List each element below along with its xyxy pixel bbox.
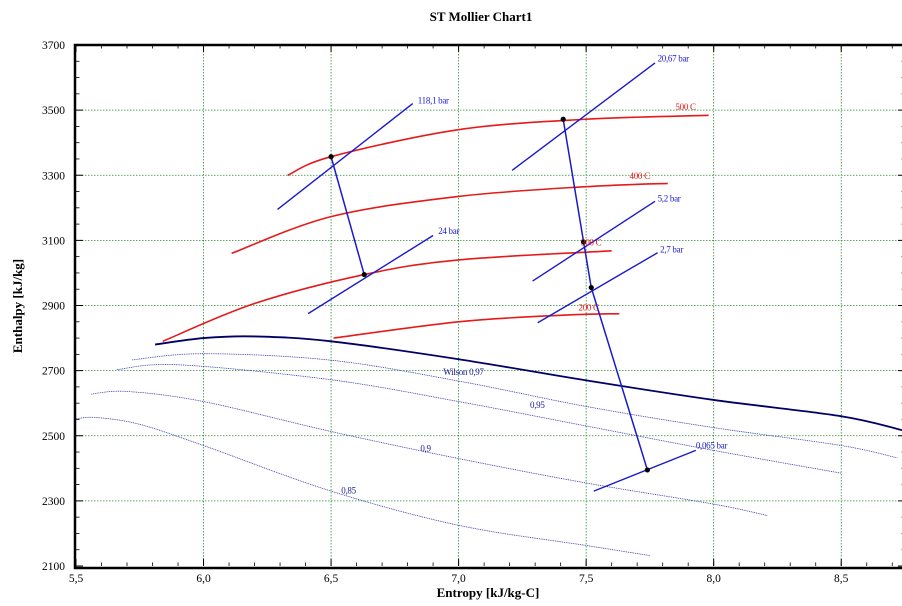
y-tick-label: 3100 [42,235,65,247]
isobar-label-20-67-bar: 20,67 bar [658,53,690,63]
isobar-0-065-bar [593,449,697,492]
isobar-label-24-bar: 24 bar [438,226,459,236]
quality-line-wilson-0-97 [132,353,898,459]
y-tick-label: 3300 [42,170,65,182]
process-path [330,119,649,471]
state-point [560,116,566,122]
y-tick-label: 3700 [42,40,65,52]
quality-line-0-95 [116,364,842,474]
quality-line-0-85 [75,416,650,556]
y-tick-label: 3500 [42,105,65,117]
state-point [581,239,587,245]
isotherm-label-300-c: 300 C [581,237,602,247]
isobar-2-7-bar [537,252,658,324]
chart-title: ST Mollier Chart1 [430,9,533,24]
x-axis-label: Entropy [kJ/kg-C] [437,585,540,600]
isobar-5-2-bar [532,200,656,282]
isobars [277,62,697,492]
quality-line-0-9 [91,390,768,516]
isobar-20-67-bar [511,62,656,171]
x-tick-label: 7,5 [579,573,594,585]
isotherm-200-c [333,312,620,339]
x-tick-label: 6,5 [324,573,339,585]
y-axis-label: Enthalpy [kJ/kg] [10,259,25,353]
x-tick-label: 8,5 [834,573,849,585]
x-tick-labels: 5,5 6,0 6,5 7,0 7,5 8,0 8,5 [69,573,849,585]
isobar-label-2-7-bar: 2,7 bar [660,245,683,255]
state-point [328,154,334,160]
plot-frame [73,43,902,570]
x-tick-label: 5,5 [69,573,84,585]
saturation-curve [154,335,902,432]
state-point [361,271,367,278]
isobar-label-118-1-bar: 118,1 bar [418,96,449,106]
quality-label-0-9: 0,9 [420,443,431,453]
isotherm-label-200-c: 200 C [579,302,600,312]
process-segment-hp [330,156,365,275]
isotherms [162,114,709,343]
isobar-118-1-bar [277,103,414,210]
y-tick-label: 2500 [42,431,65,443]
quality-lines [75,353,898,556]
quality-label-wilson-0-97: Wilson 0,97 [443,367,484,377]
isotherm-500-c [287,114,709,176]
y-tick-label: 2700 [42,366,65,378]
saturation-line [154,335,902,432]
y-tick-label: 2900 [42,301,65,313]
grid [76,45,902,566]
curve-labels: Wilson 0,97 0,95 0,9 0,85 500 C 400 C 300 C 200… [341,53,727,495]
isobar-label-5-2-bar: 5,2 bar [658,193,681,203]
state-points [328,116,650,473]
x-tick-label: 7,0 [451,573,466,585]
x-tick-label: 6,0 [196,573,211,585]
state-point [644,467,650,473]
quality-label-0-95: 0,95 [530,400,545,410]
y-tick-labels: 2100 2300 2500 2700 2900 3100 3300 3500 3700 [42,40,65,573]
isotherm-label-400-c: 400 C [630,171,651,181]
isotherm-400-c [231,182,668,255]
y-tick-label: 2100 [42,561,65,573]
x-tick-label: 8,0 [707,573,722,585]
isobar-24-bar [307,234,434,315]
isotherm-label-500-c: 500 C [675,102,696,112]
axis-ticks [75,44,902,567]
quality-label-0-85: 0,85 [341,486,356,496]
process-segment-lp [562,119,649,471]
state-point [588,284,594,291]
isobar-label-0-065-bar: 0,065 bar [696,440,728,450]
y-tick-label: 2300 [42,496,65,508]
